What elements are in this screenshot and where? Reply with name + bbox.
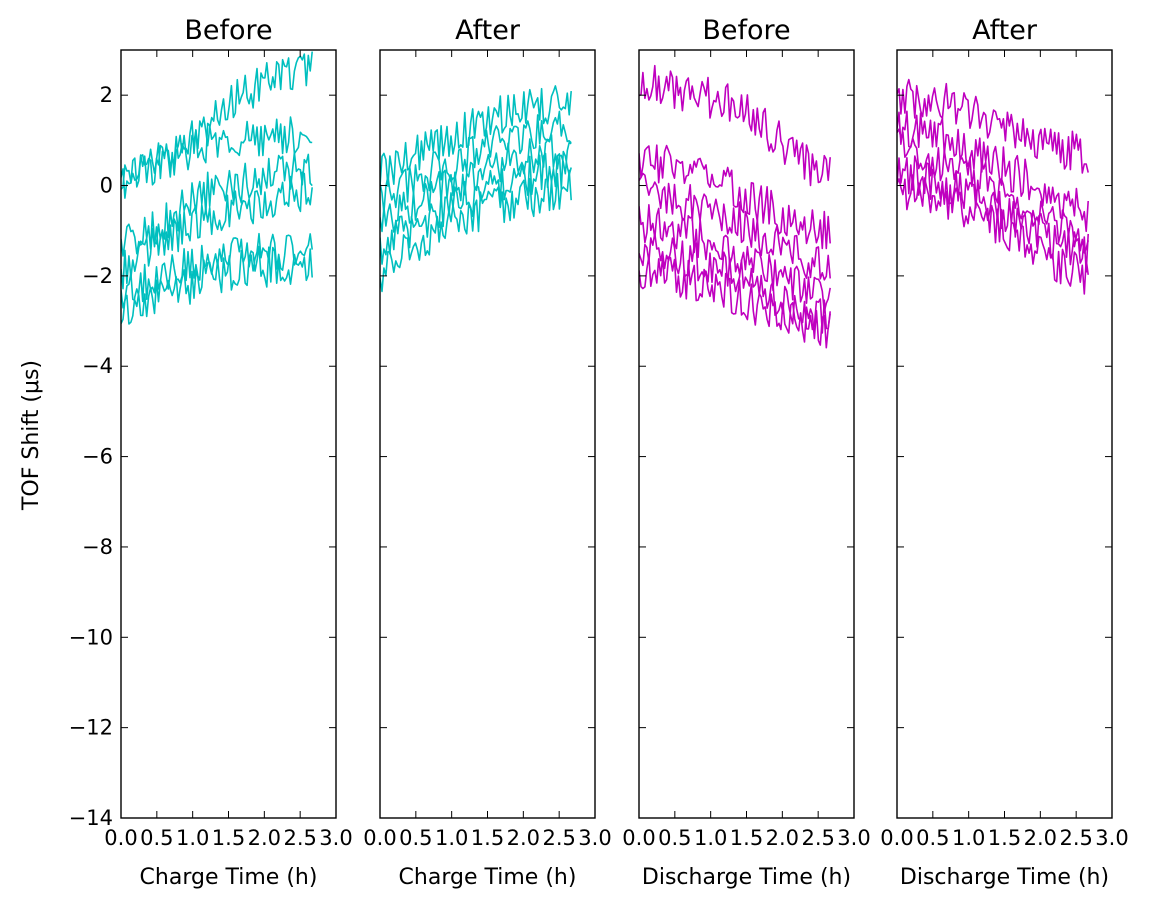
x-tick-label: 3.0 <box>319 826 352 850</box>
chart-panel-3: 0.0 0.5 1.0 1.5 2.0 2.5 3.0 Before Discharge Tim… <box>622 15 870 890</box>
x-tick-label: 2.5 <box>1059 826 1092 850</box>
y-tick-label: −4 <box>82 354 113 378</box>
y-tick-label: −10 <box>69 625 113 649</box>
x-tick-label: 1.0 <box>694 826 727 850</box>
series-line <box>897 78 1089 174</box>
y-axis-label: TOF Shift (μs) <box>19 360 44 511</box>
x-tick-label: 0.5 <box>658 826 691 850</box>
series-line <box>897 128 1089 254</box>
x-tick-label: 0.0 <box>622 826 655 850</box>
x-tick-label: 2.0 <box>507 826 540 850</box>
series-line <box>639 64 831 187</box>
y-tick-label: 0 <box>100 174 113 198</box>
y-tick-label: −8 <box>82 535 113 559</box>
x-tick-label: 1.5 <box>988 826 1021 850</box>
x-tick-label: 3.0 <box>1095 826 1128 850</box>
series-line <box>121 171 313 290</box>
panel-title: Before <box>702 15 790 46</box>
y-tick-label: −2 <box>82 264 113 288</box>
x-axis-label: Charge Time (h) <box>399 865 577 890</box>
series-line <box>897 174 1089 295</box>
x-tick-label: 1.5 <box>730 826 763 850</box>
series-line <box>380 134 572 233</box>
x-axis-label: Discharge Time (h) <box>900 865 1109 890</box>
series-group <box>639 64 831 349</box>
series-line <box>639 144 831 250</box>
y-tick-label: −14 <box>69 806 113 830</box>
series-line <box>897 155 1089 273</box>
x-tick-label: 2.0 <box>248 826 281 850</box>
series-line <box>121 116 313 199</box>
series-group <box>380 85 572 293</box>
series-line <box>121 232 313 309</box>
y-tick-label: −12 <box>69 716 113 740</box>
panel-title: After <box>455 15 521 46</box>
chart-panel-4: 0.0 0.5 1.0 1.5 2.0 2.5 3.0 After Discharge Time… <box>880 15 1128 890</box>
series-line <box>121 245 313 325</box>
x-tick-label: 1.5 <box>471 826 504 850</box>
x-tick-label: 2.5 <box>283 826 316 850</box>
series-line <box>639 232 831 334</box>
y-tick-label: 2 <box>100 83 113 107</box>
x-tick-label: 0.0 <box>363 826 396 850</box>
x-tick-label: 2.5 <box>801 826 834 850</box>
series-line <box>380 169 572 293</box>
series-line <box>380 110 572 214</box>
y-tick-label: −6 <box>82 445 113 469</box>
x-tick-label: 0.5 <box>399 826 432 850</box>
x-tick-label: 3.0 <box>578 826 611 850</box>
chart-panel-2: 0.0 0.5 1.0 1.5 2.0 2.5 3.0 After Charge Time (h… <box>363 15 611 890</box>
x-tick-label: 3.0 <box>837 826 870 850</box>
x-tick-label: 0.5 <box>140 826 173 850</box>
x-tick-label: 1.5 <box>212 826 245 850</box>
x-tick-label: 2.0 <box>1024 826 1057 850</box>
x-tick-label: 0.0 <box>880 826 913 850</box>
x-tick-label: 0.0 <box>104 826 137 850</box>
x-tick-label: 2.5 <box>542 826 575 850</box>
series-group <box>897 78 1089 295</box>
x-tick-label: 0.5 <box>916 826 949 850</box>
panel-title: Before <box>184 15 272 46</box>
panel-title: After <box>972 15 1038 46</box>
x-tick-label: 2.0 <box>766 826 799 850</box>
series-line <box>639 255 831 349</box>
series-line <box>897 110 1089 233</box>
series-line <box>380 150 572 265</box>
x-tick-label: 1.0 <box>435 826 468 850</box>
chart-panel-1: 0.0 0.5 1.0 1.5 2.0 2.5 3.0 2 0 −2 −4 −6 −8 −10 −12 −14… <box>69 15 353 890</box>
series-line <box>121 51 313 190</box>
x-tick-label: 1.0 <box>176 826 209 850</box>
series-line <box>639 172 831 281</box>
series-line <box>121 151 313 257</box>
series-group <box>121 51 313 325</box>
x-tick-label: 1.0 <box>952 826 985 850</box>
series-line <box>639 204 831 313</box>
x-axis-label: Charge Time (h) <box>140 865 318 890</box>
series-line <box>380 85 572 187</box>
x-axis-label: Discharge Time (h) <box>642 865 851 890</box>
